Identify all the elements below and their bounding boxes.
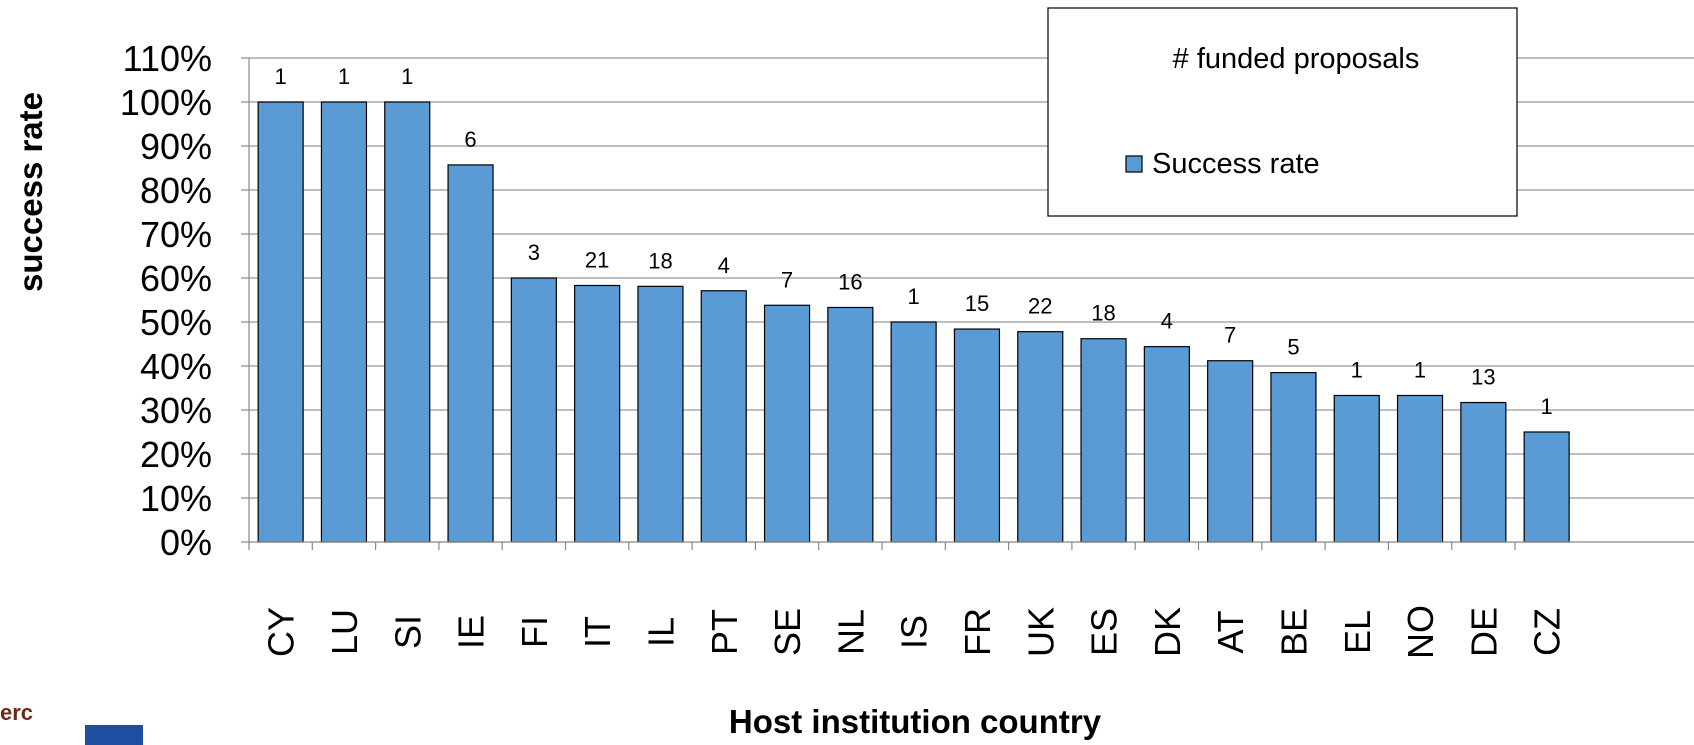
x-tick-label-cz: CZ — [1527, 608, 1568, 656]
bar-nl — [827, 306, 874, 543]
legend-entry-success-rate: Success rate — [1152, 148, 1320, 180]
data-label-se: 7 — [781, 267, 793, 292]
x-tick-label-es: ES — [1084, 608, 1125, 656]
labels: 0%10%20%30%40%50%60%70%80%90%100%110% 1 CY… — [120, 38, 1568, 659]
data-label-be: 5 — [1287, 335, 1299, 360]
x-tick-label-cy: CY — [261, 607, 302, 657]
bar-dk — [1143, 346, 1190, 543]
y-tick-label: 60% — [140, 258, 212, 299]
data-label-il: 18 — [648, 248, 672, 273]
data-label-ie: 6 — [464, 127, 476, 152]
x-tick-label-be: BE — [1273, 608, 1314, 656]
erc-logo: erc — [0, 700, 34, 725]
data-label-cy: 1 — [275, 64, 287, 89]
bars — [257, 101, 1570, 543]
y-tick-label: 80% — [140, 170, 212, 211]
x-tick-label-nl: NL — [830, 609, 871, 655]
bar-at — [1207, 360, 1254, 543]
bar-fi — [510, 277, 557, 543]
bar-cz — [1523, 431, 1570, 543]
legend-title: # funded proposals — [1173, 43, 1420, 75]
x-tick-label-lu: LU — [324, 609, 365, 655]
bar-el — [1333, 394, 1380, 543]
y-tick-label: 90% — [140, 126, 212, 167]
data-label-lu: 1 — [338, 64, 350, 89]
x-tick-label-dk: DK — [1147, 607, 1188, 657]
y-tick-label: 30% — [140, 390, 212, 431]
x-axis-title: Host institution country — [729, 703, 1102, 740]
data-label-at: 7 — [1224, 323, 1236, 348]
data-label-es: 18 — [1091, 301, 1115, 326]
bar-pt — [700, 290, 747, 543]
bar-is — [890, 321, 937, 543]
data-label-de: 13 — [1471, 365, 1495, 390]
legend: # funded proposals Success rate — [1047, 7, 1518, 217]
bar-no — [1396, 394, 1444, 543]
data-label-si: 1 — [401, 64, 413, 89]
x-tick-label-no: NO — [1400, 605, 1441, 659]
data-label-cz: 1 — [1541, 394, 1553, 419]
y-tick-label: 100% — [120, 82, 212, 123]
data-label-fr: 15 — [965, 291, 989, 316]
y-tick-label: 50% — [140, 302, 212, 343]
eu-flag-logo — [85, 725, 143, 745]
data-label-it: 21 — [585, 247, 609, 272]
bar-si — [384, 101, 431, 543]
bar-ie — [447, 164, 494, 543]
x-tick-label-at: AT — [1210, 610, 1251, 653]
bar-be — [1270, 372, 1317, 543]
x-tick-label-fi: FI — [514, 616, 555, 648]
bar-fr — [953, 328, 1001, 543]
data-label-fi: 3 — [528, 240, 540, 265]
bar-de — [1460, 401, 1507, 543]
data-label-is: 1 — [908, 284, 920, 309]
data-label-pt: 4 — [718, 253, 730, 278]
x-tick-label-si: SI — [387, 615, 428, 649]
x-tick-label-ie: IE — [451, 615, 492, 649]
x-tick-label-de: DE — [1463, 607, 1504, 657]
x-tick-label-il: IL — [640, 617, 681, 647]
bar-cy — [257, 101, 304, 543]
data-label-el: 1 — [1351, 357, 1363, 382]
bar-it — [574, 284, 621, 543]
x-tick-label-is: IS — [894, 615, 935, 649]
legend-box — [1047, 7, 1518, 217]
y-tick-label: 110% — [123, 38, 212, 79]
data-label-dk: 4 — [1161, 309, 1173, 334]
x-tick-label-pt: PT — [704, 609, 745, 655]
y-tick-label: 10% — [140, 478, 212, 519]
y-tick-label: 70% — [140, 214, 212, 255]
x-tick-label-el: EL — [1337, 610, 1378, 654]
legend-swatch — [1125, 155, 1143, 173]
y-tick-label: 40% — [140, 346, 212, 387]
data-label-uk: 22 — [1028, 294, 1052, 319]
x-tick-label-fr: FR — [957, 608, 998, 656]
y-axis-title: success rate — [12, 92, 49, 292]
axes — [241, 57, 1694, 550]
bar-il — [637, 285, 684, 543]
y-tick-label: 20% — [140, 434, 212, 475]
bar-lu — [320, 101, 368, 543]
x-tick-label-it: IT — [577, 616, 618, 648]
bar-es — [1080, 338, 1127, 543]
data-label-nl: 16 — [838, 269, 862, 294]
x-tick-label-uk: UK — [1020, 607, 1061, 657]
x-tick-label-se: SE — [767, 608, 808, 656]
data-label-no: 1 — [1414, 357, 1426, 382]
bar-uk — [1017, 331, 1064, 543]
y-tick-label: 0% — [160, 522, 212, 563]
bar-se — [763, 304, 811, 543]
